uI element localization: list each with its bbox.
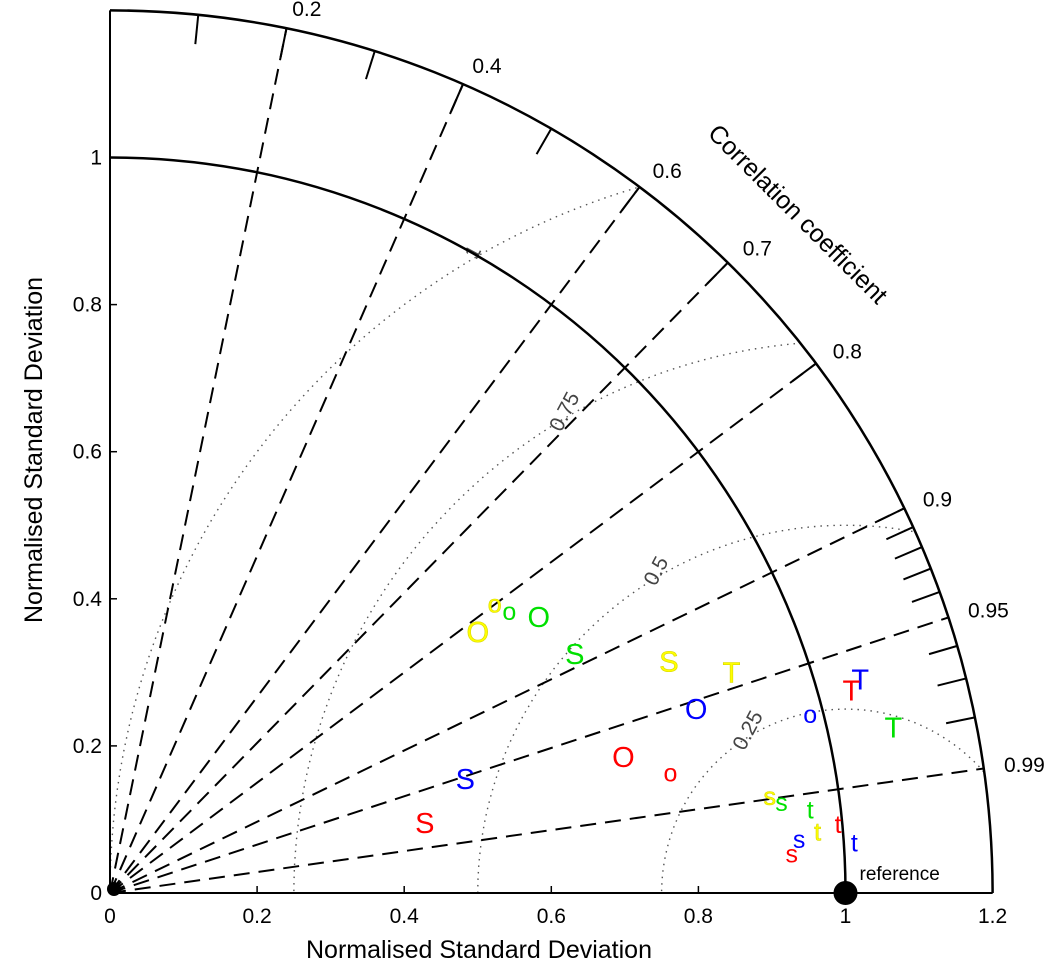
correlation-ray — [109, 507, 905, 894]
correlation-tick — [791, 362, 817, 382]
x-tick-label: 0 — [104, 905, 116, 928]
data-point: O — [466, 617, 489, 649]
data-point: S — [659, 646, 678, 678]
data-point: T — [884, 713, 902, 745]
axes — [109, 10, 993, 894]
data-point: O — [685, 694, 708, 726]
rms-label: 0.25 — [728, 707, 767, 754]
origin-marker — [107, 882, 121, 896]
y-tick-label: 1 — [90, 147, 102, 170]
correlation-label: 0.2 — [292, 0, 321, 21]
x-axis-title: Normalised Standard Deviation — [306, 936, 652, 964]
correlation-tick — [885, 526, 914, 541]
correlation-tick — [450, 83, 464, 112]
correlation-label: 0.9 — [923, 488, 952, 511]
correlation-ray — [109, 616, 949, 894]
x-tick-label: 0.2 — [242, 905, 271, 928]
data-point: o — [663, 760, 677, 788]
correlation-tick — [903, 567, 932, 581]
x-tick-label: 0.8 — [684, 905, 713, 928]
std-arc — [109, 9, 994, 894]
correlation-ray — [109, 362, 817, 894]
correlation-ray — [109, 186, 641, 894]
correlation-tick — [937, 677, 967, 687]
data-point: O — [612, 742, 635, 774]
rms-contour — [109, 187, 637, 894]
correlation-rays: 0.2 0.4 0.6 0.7 0.8 0.9 0.95 0.99 — [109, 0, 1045, 894]
correlation-label: 0.7 — [743, 238, 772, 261]
correlation-tick — [928, 644, 958, 656]
data-point: O — [528, 602, 551, 634]
data-point: T — [843, 676, 861, 708]
correlation-label: 0.99 — [1004, 754, 1045, 777]
correlation-tick — [365, 50, 376, 80]
correlation-tick — [535, 128, 553, 155]
correlation-tick — [706, 261, 729, 285]
data-point: o — [488, 590, 502, 618]
data-point: S — [456, 764, 475, 796]
correlation-label: 0.95 — [968, 600, 1009, 623]
correlation-tick — [279, 28, 288, 58]
correlation-tick — [911, 590, 940, 603]
correlation-label: 0.4 — [472, 55, 502, 78]
data-point: o — [502, 598, 516, 626]
correlation-ray — [109, 83, 464, 894]
y-tick-label: 0.6 — [73, 441, 102, 464]
rms-label: 0.5 — [639, 553, 673, 590]
data-point: t — [814, 818, 821, 846]
data-point: o — [803, 701, 817, 729]
x-tick-label: 1.2 — [978, 905, 1007, 928]
correlation-tick — [945, 716, 976, 725]
data-point: T — [723, 657, 741, 689]
correlation-tick — [194, 14, 200, 45]
x-tick-label: 1 — [840, 905, 852, 928]
y-tick-label: 0.2 — [73, 735, 102, 758]
data-point: s — [763, 783, 776, 811]
data-point: S — [565, 639, 584, 671]
correlation-title: Correlation coefficient — [702, 119, 892, 309]
x-tick-label: 0.6 — [537, 905, 566, 928]
correlation-tick — [894, 546, 923, 560]
correlation-ray — [109, 261, 729, 894]
axis-labels: 0 0.2 0.4 0.6 0.8 1 1.2 0 0.2 0.4 0.6 0.8 1 — [73, 147, 1007, 929]
reference-marker — [833, 881, 858, 905]
data-point: S — [415, 808, 434, 840]
data-point: t — [807, 796, 814, 824]
x-tick-label: 0.4 — [390, 905, 420, 928]
y-tick-label: 0.8 — [73, 294, 102, 317]
correlation-tick — [877, 507, 905, 523]
y-tick-label: 0 — [90, 882, 102, 905]
rms-contour — [660, 708, 985, 893]
data-point: t — [851, 830, 858, 858]
correlation-label: 0.8 — [833, 340, 862, 363]
correlation-tick — [621, 186, 641, 212]
reference-label: reference — [860, 864, 940, 885]
data-point: s — [786, 841, 799, 869]
data-point: s — [793, 826, 806, 854]
std-arc — [109, 156, 847, 894]
correlation-label: 0.6 — [653, 160, 682, 183]
data-point: t — [835, 811, 842, 839]
y-axis-title: Normalised Standard Deviation — [20, 277, 48, 623]
y-tick-label: 0.4 — [73, 588, 103, 611]
data-point: s — [775, 789, 788, 817]
data-point: T — [851, 665, 869, 697]
std-arcs — [109, 9, 994, 894]
